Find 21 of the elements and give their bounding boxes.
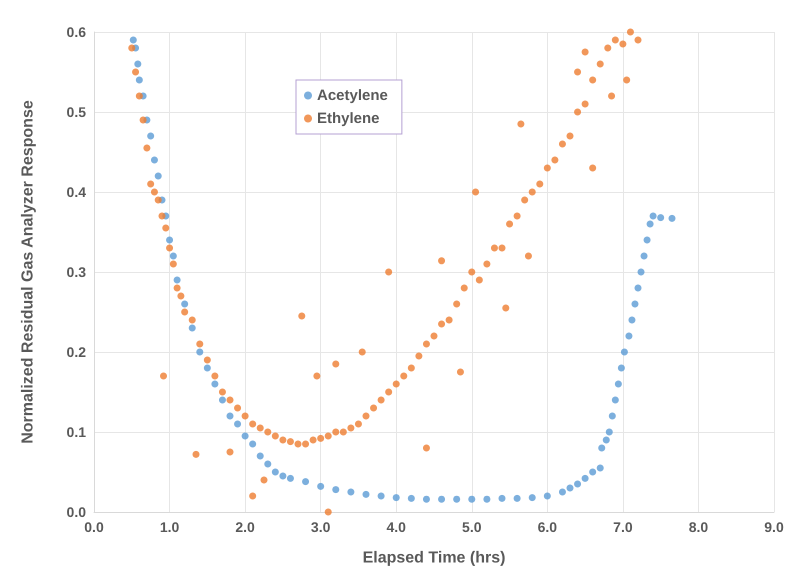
x-tick-label: 0.0 bbox=[84, 519, 104, 535]
y-tick-label: 0.1 bbox=[66, 424, 86, 440]
x-tick-label: 2.0 bbox=[235, 519, 256, 535]
legend-label: Acetylene bbox=[317, 87, 388, 104]
x-tick-label: 5.0 bbox=[462, 519, 482, 535]
legend-label: Ethylene bbox=[317, 110, 380, 127]
x-tick-label: 6.0 bbox=[538, 519, 558, 535]
x-tick-label: 7.0 bbox=[613, 519, 633, 535]
y-tick-label: 0.2 bbox=[66, 344, 86, 360]
y-axis-title: Normalized Residual Gas Analyzer Response bbox=[20, 100, 36, 444]
x-tick-label: 1.0 bbox=[160, 519, 180, 535]
x-tick-label: 3.0 bbox=[310, 519, 331, 535]
y-tick-label: 0.6 bbox=[66, 24, 86, 40]
x-tick-label: 4.0 bbox=[386, 519, 406, 535]
y-tick-label: 0.3 bbox=[66, 264, 86, 280]
x-tick-label: 8.0 bbox=[688, 519, 708, 535]
y-tick-label: 0.4 bbox=[66, 184, 86, 200]
y-tick-label: 0.0 bbox=[66, 504, 86, 520]
x-axis-title: Elapsed Time (hrs) bbox=[362, 550, 506, 566]
x-tick-label: 9.0 bbox=[764, 519, 784, 535]
y-tick-label: 0.5 bbox=[66, 104, 86, 120]
